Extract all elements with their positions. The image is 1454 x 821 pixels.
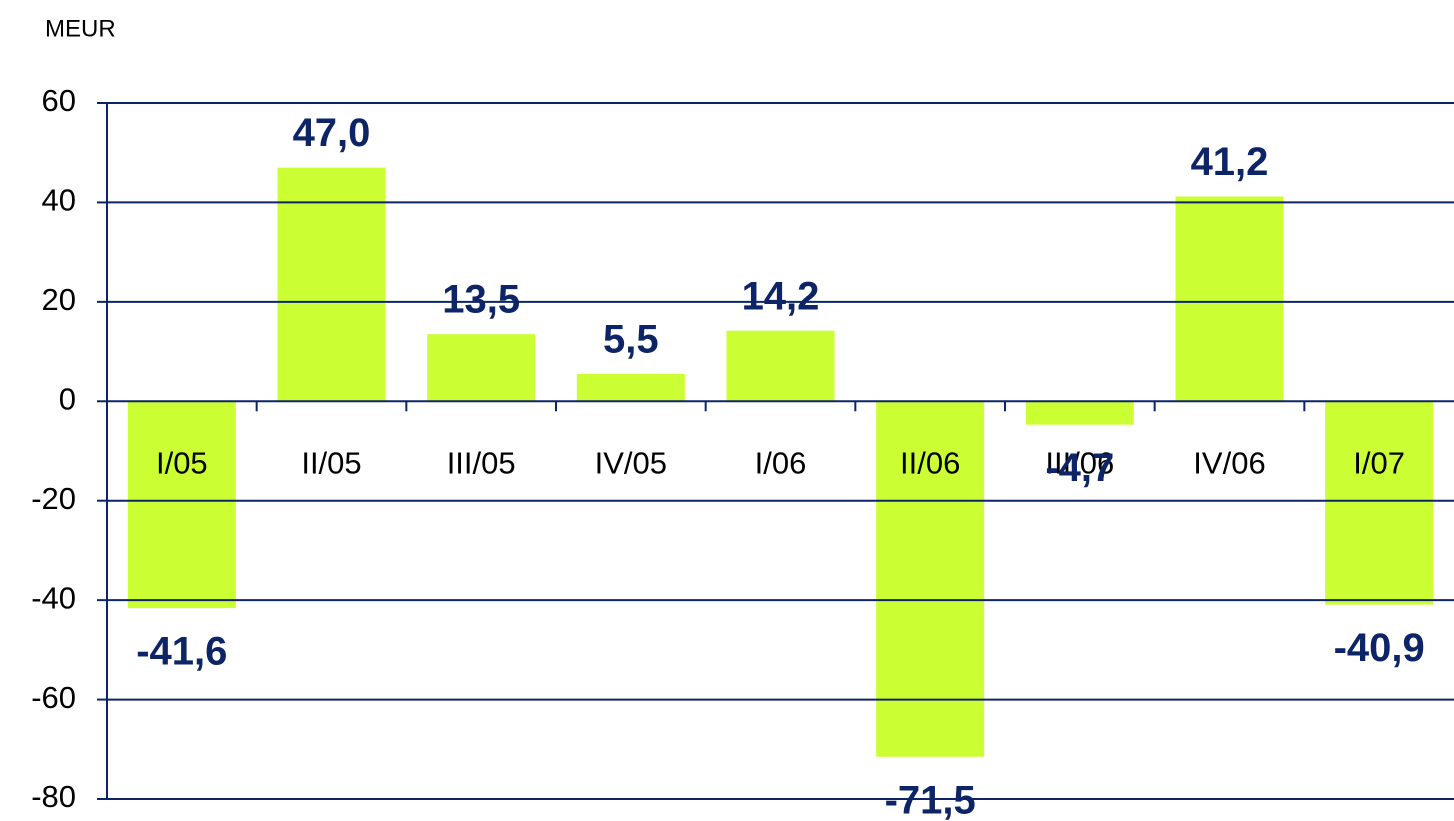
bar (576, 373, 685, 402)
bar (427, 334, 536, 402)
value-label: -40,9 (1334, 626, 1425, 670)
y-tick-label: 40 (42, 183, 76, 218)
bar (1325, 401, 1434, 605)
y-tick-label: -40 (31, 580, 76, 615)
bar (277, 167, 386, 402)
x-tick-label: IV/05 (595, 445, 667, 480)
y-axis-label: MEUR (45, 15, 116, 42)
y-tick-label: -20 (31, 481, 76, 516)
value-label: -4,7 (1045, 446, 1114, 490)
value-label: 13,5 (442, 278, 520, 322)
y-tick-label: 20 (42, 282, 76, 317)
x-tick-label: I/05 (156, 445, 208, 480)
value-label: -41,6 (136, 630, 227, 674)
bar (1025, 401, 1134, 425)
value-label: 41,2 (1191, 140, 1269, 184)
bar (127, 401, 236, 609)
x-tick-label: I/06 (755, 445, 807, 480)
y-tick-label: -80 (31, 779, 76, 814)
value-label: 47,0 (293, 111, 371, 155)
bar (876, 401, 985, 757)
x-tick-label: II/06 (900, 445, 960, 480)
bar (726, 330, 835, 402)
y-tick-label: -60 (31, 680, 76, 715)
x-tick-label: II/05 (301, 445, 361, 480)
x-tick-label: III/06 (1045, 445, 1114, 480)
bar (1175, 196, 1284, 402)
y-tick-label: 0 (59, 381, 76, 416)
value-label: -71,5 (885, 778, 976, 821)
x-tick-label: III/05 (447, 445, 516, 480)
value-label: 14,2 (742, 274, 820, 318)
y-tick-label: 60 (42, 83, 76, 118)
x-tick-label: I/07 (1353, 445, 1405, 480)
value-label: 5,5 (603, 318, 659, 362)
x-tick-label: IV/06 (1193, 445, 1265, 480)
